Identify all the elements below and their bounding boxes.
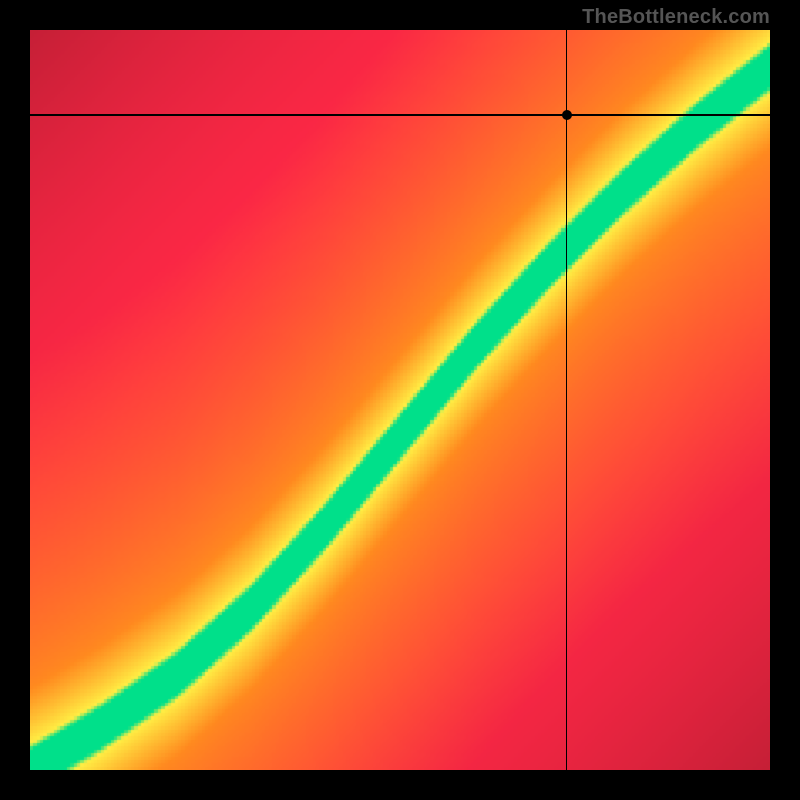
crosshair-marker-dot bbox=[562, 110, 572, 120]
heatmap-canvas bbox=[30, 30, 770, 770]
watermark-text: TheBottleneck.com bbox=[582, 6, 770, 29]
heatmap-plot-area bbox=[30, 30, 770, 770]
crosshair-horizontal-line bbox=[30, 114, 770, 116]
crosshair-vertical-line bbox=[566, 30, 568, 770]
